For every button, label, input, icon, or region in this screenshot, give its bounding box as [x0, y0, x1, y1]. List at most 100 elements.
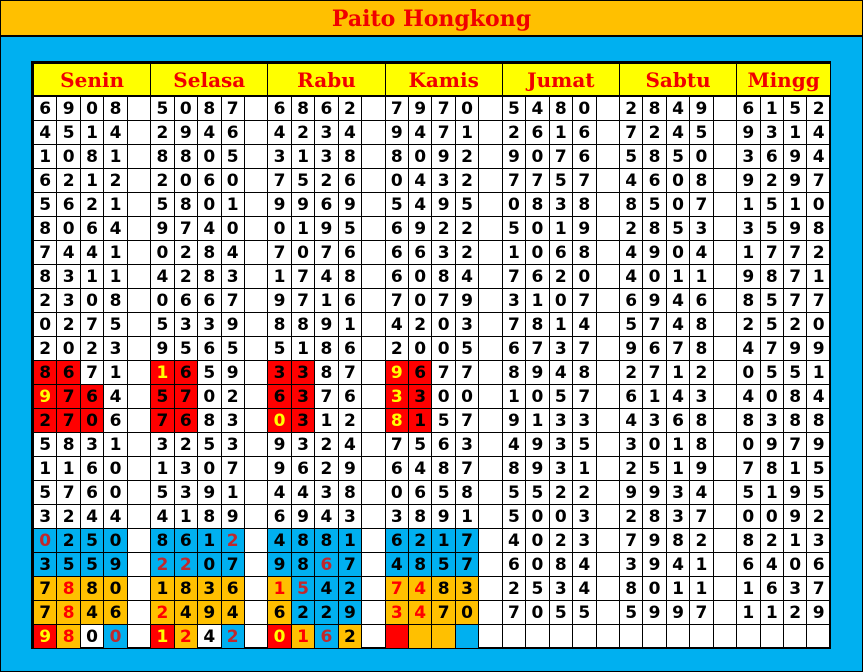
digit-cell: 1 — [290, 216, 316, 241]
digit-cell: 4 — [501, 528, 527, 553]
digit-cell: 0 — [197, 384, 222, 409]
digit-cell: 2 — [220, 528, 245, 553]
digit-cell: 9 — [806, 600, 831, 625]
digit-cell: 2 — [337, 95, 363, 121]
digit-cell: 2 — [56, 168, 81, 193]
digit-cell: 4 — [79, 504, 105, 529]
digit-cell: 7 — [759, 240, 785, 265]
spacer-cell — [712, 504, 738, 529]
digit-cell: 4 — [290, 480, 316, 505]
digit-cell: 3 — [759, 120, 785, 145]
spacer-cell — [478, 312, 503, 337]
digit-cell: 2 — [548, 480, 574, 505]
digit-cell: 8 — [782, 384, 808, 409]
digit-cell: 1 — [548, 312, 574, 337]
digit-cell: 3 — [736, 144, 761, 169]
digit-cell: 8 — [642, 95, 667, 121]
digit-cell: 0 — [759, 504, 785, 529]
digit-cell: 6 — [220, 120, 245, 145]
digit-cell: 4 — [665, 552, 691, 577]
digit-cell: 6 — [689, 288, 714, 313]
digit-cell: 9 — [103, 552, 128, 577]
spacer-cell — [126, 432, 152, 457]
digit-cell: 8 — [454, 480, 480, 505]
digit-cell: 5 — [665, 216, 691, 241]
digit-cell: 5 — [267, 336, 292, 361]
digit-cell: 7 — [32, 576, 58, 601]
digit-cell: 6 — [314, 95, 339, 121]
digit-cell: 2 — [782, 312, 808, 337]
digit-cell: 5 — [56, 120, 81, 145]
digit-cell: 7 — [267, 240, 292, 265]
digit-cell: 6 — [337, 168, 363, 193]
digit-cell: 4 — [548, 360, 574, 385]
digit-cell: 8 — [782, 408, 808, 433]
digit-cell: 9 — [150, 336, 175, 361]
digit-cell: 5 — [806, 456, 831, 481]
spacer-cell — [126, 264, 152, 289]
digit-cell: 8 — [103, 95, 128, 121]
spacer-cell — [243, 144, 269, 169]
digit-cell: 0 — [548, 504, 574, 529]
digit-cell: 6 — [337, 240, 363, 265]
digit-cell: 5 — [220, 144, 245, 169]
digit-cell: 1 — [759, 600, 785, 625]
digit-cell: 5 — [642, 192, 667, 217]
digit-cell: 4 — [572, 576, 597, 601]
digit-cell: 8 — [337, 264, 363, 289]
digit-cell: 9 — [525, 360, 550, 385]
digit-cell: 1 — [782, 192, 808, 217]
digit-cell: 8 — [618, 576, 644, 601]
digit-cell: 8 — [103, 288, 128, 313]
digit-cell: 1 — [501, 240, 527, 265]
digit-cell: 4 — [267, 120, 292, 145]
digit-cell: 1 — [759, 95, 785, 121]
digit-cell: 7 — [79, 360, 105, 385]
digit-cell — [618, 624, 644, 649]
digit-cell: 2 — [173, 432, 199, 457]
digit-cell: 3 — [548, 432, 574, 457]
digit-cell: 6 — [267, 504, 292, 529]
digit-cell: 1 — [337, 528, 363, 553]
digit-cell: 0 — [806, 192, 831, 217]
digit-cell: 5 — [759, 288, 785, 313]
digit-cell: 0 — [572, 264, 597, 289]
digit-cell: 0 — [56, 216, 81, 241]
digit-cell: 8 — [736, 288, 761, 313]
digit-cell: 0 — [454, 600, 480, 625]
digit-cell: 2 — [79, 192, 105, 217]
digit-cell — [689, 624, 714, 649]
digit-cell: 9 — [56, 95, 81, 121]
digit-cell: 2 — [454, 240, 480, 265]
spacer-cell — [595, 408, 620, 433]
digit-cell: 2 — [220, 384, 245, 409]
digit-cell: 5 — [618, 144, 644, 169]
digit-cell: 7 — [431, 360, 456, 385]
spacer-cell — [478, 168, 503, 193]
digit-cell: 1 — [806, 360, 831, 385]
spacer-cell — [712, 168, 738, 193]
spacer-cell — [595, 312, 620, 337]
digit-cell: 7 — [572, 336, 597, 361]
digit-cell: 2 — [173, 240, 199, 265]
spacer-cell — [361, 216, 386, 241]
spacer-cell — [126, 480, 152, 505]
digit-cell: 0 — [665, 240, 691, 265]
digit-cell: 5 — [407, 432, 433, 457]
digit-cell: 0 — [782, 552, 808, 577]
digit-cell: 1 — [759, 480, 785, 505]
spacer-cell — [361, 288, 386, 313]
digit-cell: 6 — [642, 168, 667, 193]
digit-cell: 3 — [197, 312, 222, 337]
digit-cell: 2 — [150, 552, 175, 577]
digit-cell: 7 — [56, 480, 81, 505]
digit-cell: 1 — [736, 600, 761, 625]
digit-cell: 3 — [454, 576, 480, 601]
digit-cell: 0 — [407, 264, 433, 289]
digit-cell: 9 — [501, 144, 527, 169]
digit-cell: 8 — [384, 144, 410, 169]
digit-cell: 3 — [32, 504, 58, 529]
digit-cell: 0 — [267, 408, 292, 433]
